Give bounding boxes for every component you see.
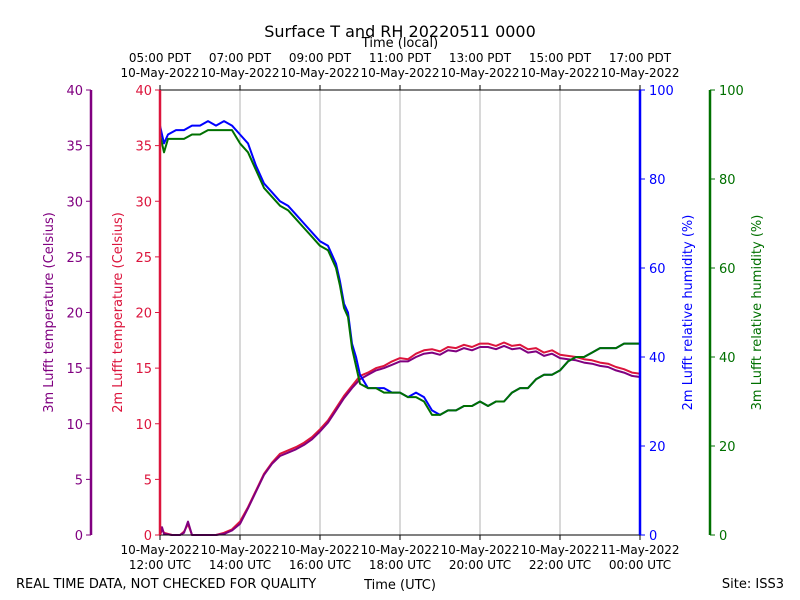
tick-label-t2m-20: 20 xyxy=(135,307,152,322)
top-tick-time-6: 17:00 PDT xyxy=(609,51,672,65)
top-tick-date-4: 10-May-2022 xyxy=(440,66,519,80)
bottom-tick-time-1: 14:00 UTC xyxy=(209,558,271,572)
tick-label-t3m-35: 35 xyxy=(66,140,83,155)
bottom-tick-time-4: 20:00 UTC xyxy=(449,558,511,572)
bottom-tick-time-3: 18:00 UTC xyxy=(369,558,431,572)
tick-label-t3m-20: 20 xyxy=(66,307,83,322)
top-tick-time-1: 07:00 PDT xyxy=(209,51,272,65)
bottom-tick-date-3: 10-May-2022 xyxy=(360,543,439,557)
top-tick-time-5: 15:00 PDT xyxy=(529,51,592,65)
tick-label-rh3m-20: 20 xyxy=(719,440,736,455)
top-tick-time-4: 13:00 PDT xyxy=(449,51,512,65)
tick-label-rh3m-80: 80 xyxy=(719,173,736,188)
tick-label-rh3m-40: 40 xyxy=(719,351,736,366)
bottom-tick-date-0: 10-May-2022 xyxy=(120,543,199,557)
bottom-tick-date-5: 10-May-2022 xyxy=(520,543,599,557)
tick-label-t3m-40: 40 xyxy=(66,84,83,99)
tick-label-rh3m-100: 100 xyxy=(719,84,744,99)
tick-label-rh3m-60: 60 xyxy=(719,262,736,277)
grid-lines xyxy=(239,90,561,535)
tick-label-rh2m-60: 60 xyxy=(649,262,666,277)
bottom-tick-date-2: 10-May-2022 xyxy=(280,543,359,557)
bottom-tick-date-6: 11-May-2022 xyxy=(600,543,679,557)
tick-label-t3m-15: 15 xyxy=(66,362,83,377)
chart-title: Surface T and RH 20220511 0000 xyxy=(264,22,536,41)
top-tick-date-2: 10-May-2022 xyxy=(280,66,359,80)
top-tick-time-2: 09:00 PDT xyxy=(289,51,352,65)
tick-label-t3m-0: 0 xyxy=(75,529,83,544)
series-line-rh3m xyxy=(159,129,640,416)
axis-label-rh2m: 2m Lufft relative humidity (%) xyxy=(681,215,696,411)
tick-label-rh3m-0: 0 xyxy=(719,529,727,544)
axis-label-rh3m: 3m Lufft relative humidity (%) xyxy=(750,215,765,411)
series-line-t3m xyxy=(159,344,641,536)
bottom-tick-time-0: 12:00 UTC xyxy=(129,558,191,572)
footer-site: Site: ISS3 xyxy=(722,577,784,592)
tick-label-t2m-30: 30 xyxy=(135,195,152,210)
top-tick-date-3: 10-May-2022 xyxy=(360,66,439,80)
top-tick-date-1: 10-May-2022 xyxy=(200,66,279,80)
tick-label-t2m-35: 35 xyxy=(135,140,152,155)
tick-label-rh2m-100: 100 xyxy=(649,84,674,99)
tick-label-t2m-0: 0 xyxy=(144,529,152,544)
top-tick-time-3: 11:00 PDT xyxy=(369,51,432,65)
top-tick-date-6: 10-May-2022 xyxy=(600,66,679,80)
tick-label-t2m-15: 15 xyxy=(135,362,152,377)
top-tick-time-0: 05:00 PDT xyxy=(129,51,192,65)
bottom-tick-time-6: 00:00 UTC xyxy=(609,558,671,572)
tick-label-t2m-25: 25 xyxy=(135,251,152,266)
tick-label-t3m-30: 30 xyxy=(66,195,83,210)
top-tick-date-0: 10-May-2022 xyxy=(120,66,199,80)
top-tick-date-5: 10-May-2022 xyxy=(520,66,599,80)
bottom-tick-date-4: 10-May-2022 xyxy=(440,543,519,557)
tick-label-t3m-10: 10 xyxy=(66,418,83,433)
top-axis-label: Time (local) xyxy=(361,36,438,51)
axes-layer: 0 5 10 15 20 25 30 35 40 3m Lufft temperature (Ce… xyxy=(42,84,765,544)
tick-label-rh2m-0: 0 xyxy=(649,529,657,544)
x-axis-label: Time (UTC) xyxy=(363,578,436,593)
tick-label-t2m-10: 10 xyxy=(135,418,152,433)
tick-label-t2m-5: 5 xyxy=(144,473,152,488)
tick-label-rh2m-80: 80 xyxy=(649,173,666,188)
axis-label-t3m: 3m Lufft temperature (Celsius) xyxy=(42,212,57,413)
tick-label-rh2m-40: 40 xyxy=(649,351,666,366)
axis-label-t2m: 2m Lufft temperature (Celsius) xyxy=(111,212,126,413)
footer-quality-note: REAL TIME DATA, NOT CHECKED FOR QUALITY xyxy=(16,577,316,592)
tick-label-rh2m-20: 20 xyxy=(649,440,666,455)
tick-label-t3m-25: 25 xyxy=(66,251,83,266)
series-layer xyxy=(159,120,641,536)
tick-label-t3m-5: 5 xyxy=(75,473,83,488)
tick-label-t2m-40: 40 xyxy=(135,84,152,99)
bottom-tick-time-5: 22:00 UTC xyxy=(529,558,591,572)
bottom-tick-date-1: 10-May-2022 xyxy=(200,543,279,557)
bottom-tick-time-2: 16:00 UTC xyxy=(289,558,351,572)
